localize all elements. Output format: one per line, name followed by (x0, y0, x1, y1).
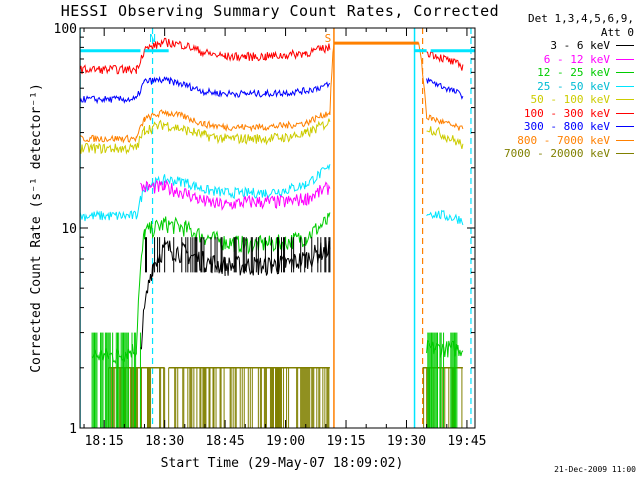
legend-label: 7000 - 20000 keV (504, 147, 610, 160)
legend-entry: 25 - 50 keV (486, 80, 634, 94)
legend-label: 100 - 300 keV (523, 106, 610, 120)
series-6to12keV (140, 179, 331, 211)
y-tick-label: 100 (54, 22, 77, 37)
x-tick-label: 19:45 (447, 434, 486, 449)
legend: Det 1,3,4,5,6,9, Att 0 3 - 6 keV 6 - 12 k… (486, 12, 634, 161)
legend-entry: 300 - 800 keV (486, 120, 634, 134)
y-tick-label: 10 (61, 222, 77, 237)
legend-swatch (616, 58, 634, 60)
series-300to800keV (80, 75, 464, 105)
chart-title: HESSI Observing Summary Count Rates, Cor… (60, 2, 500, 20)
datestamp: 21-Dec-2009 11:00 (554, 465, 636, 474)
legend-entry: 7000 - 20000 keV (486, 147, 634, 161)
legend-header-detectors: Det 1,3,4,5,6,9, (528, 12, 634, 25)
series-layer (80, 37, 475, 428)
legend-entry: 6 - 12 keV (486, 53, 634, 67)
legend-label: 50 - 100 keV (530, 93, 610, 106)
axes: 18:15 18:30 18:45 19:00 19:15 19:30 19:45 1 10 10… (54, 22, 487, 449)
legend-label: 800 - 7000 keV (517, 133, 610, 147)
legend-entry: 800 - 7000 keV (486, 134, 634, 148)
legend-swatch (616, 45, 634, 47)
legend-swatch (616, 139, 634, 141)
legend-label: 6 - 12 keV (543, 52, 610, 66)
series-7000to20000keV (107, 367, 463, 428)
legend-swatch (616, 99, 634, 101)
legend-label: 12 - 25 keV (537, 66, 610, 79)
series-3to6keV (140, 237, 331, 350)
x-tick-label: 18:30 (145, 434, 184, 449)
x-axis-label: Start Time (29-May-07 18:09:02) (161, 456, 404, 471)
legend-label: 25 - 50 keV (537, 79, 610, 93)
legend-entry: 50 - 100 keV (486, 93, 634, 107)
series-25to50keV (80, 164, 464, 226)
legend-label: 3 - 6 keV (550, 39, 610, 52)
legend-entry: 12 - 25 keV (486, 66, 634, 80)
legend-swatch (616, 85, 634, 87)
series-50to100keV (80, 118, 464, 155)
legend-swatch (616, 72, 634, 74)
flag-label-night: N (149, 32, 156, 45)
series-800to7000keV (80, 42, 464, 144)
flag-label-saa: S (325, 32, 332, 45)
legend-label: 300 - 800 keV (523, 120, 610, 133)
x-tick-label: 19:15 (326, 434, 365, 449)
legend-swatch (616, 126, 634, 128)
y-tick-label: 1 (69, 422, 77, 437)
legend-swatch (616, 153, 634, 155)
y-axis-label: Corrected Count Rate (s⁻¹ detector⁻¹) (29, 83, 44, 373)
x-tick-label: 19:30 (387, 434, 426, 449)
legend-header-attenuator: Att 0 (600, 25, 634, 39)
x-tick-label: 18:15 (85, 434, 124, 449)
legend-entry: 3 - 6 keV (486, 39, 634, 53)
x-tick-label: 18:45 (206, 434, 245, 449)
x-tick-label: 19:00 (266, 434, 305, 449)
series-12to25keV (91, 212, 464, 428)
legend-swatch (616, 112, 634, 114)
legend-entry: 100 - 300 keV (486, 107, 634, 121)
